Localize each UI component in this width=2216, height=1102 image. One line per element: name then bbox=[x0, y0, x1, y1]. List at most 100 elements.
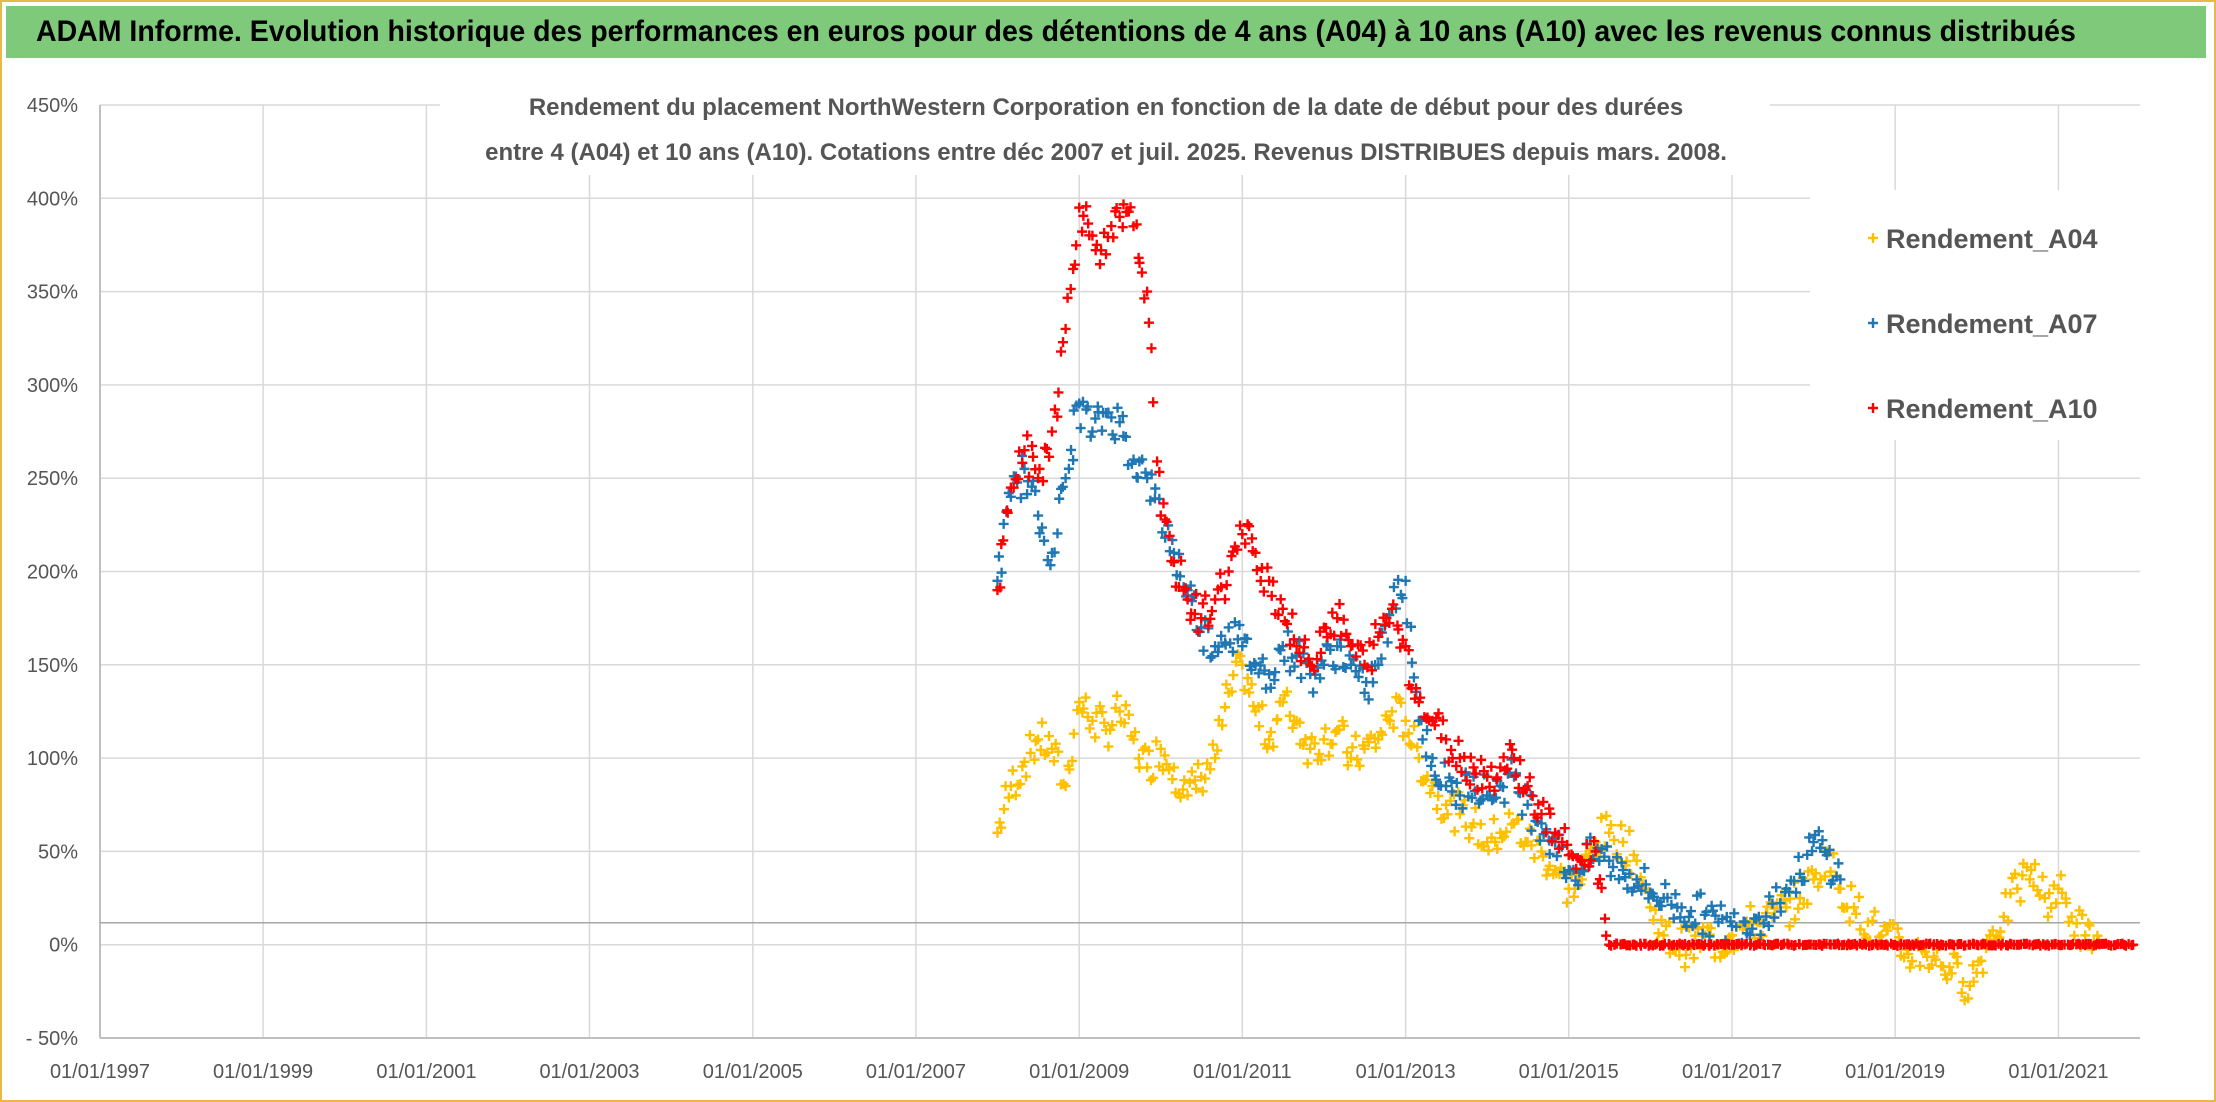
data-point bbox=[1244, 521, 1255, 532]
data-point bbox=[1758, 918, 1769, 929]
data-point bbox=[1594, 874, 1605, 885]
data-point bbox=[2003, 915, 2014, 926]
data-point bbox=[1526, 825, 1537, 836]
data-point bbox=[1128, 734, 1139, 745]
data-point bbox=[1277, 641, 1288, 652]
data-point bbox=[1370, 742, 1381, 753]
data-point bbox=[1451, 760, 1462, 771]
data-point bbox=[1544, 860, 1555, 871]
data-point bbox=[1022, 430, 1033, 441]
data-point bbox=[1242, 673, 1253, 684]
data-point bbox=[1015, 778, 1026, 789]
data-point bbox=[1182, 790, 1193, 801]
data-point bbox=[1282, 618, 1293, 629]
data-point bbox=[1559, 867, 1570, 878]
data-point bbox=[1023, 471, 1034, 482]
data-point bbox=[1721, 947, 1732, 958]
data-point bbox=[1242, 519, 1253, 530]
data-point bbox=[1688, 953, 1699, 964]
data-point bbox=[1725, 916, 1736, 927]
data-point bbox=[1350, 666, 1361, 677]
data-point bbox=[1247, 533, 1258, 544]
data-point bbox=[1114, 706, 1125, 717]
data-point bbox=[1524, 823, 1535, 834]
data-point bbox=[1232, 544, 1243, 555]
data-point bbox=[1270, 667, 1281, 678]
data-point bbox=[1128, 454, 1139, 465]
data-point bbox=[1605, 820, 1616, 831]
data-point bbox=[1082, 401, 1093, 412]
data-point bbox=[1216, 582, 1227, 593]
data-point bbox=[1131, 219, 1142, 230]
data-point bbox=[1807, 846, 1818, 857]
data-point bbox=[1155, 743, 1166, 754]
data-point bbox=[1995, 926, 2006, 937]
data-point bbox=[1561, 897, 1572, 908]
data-point bbox=[1476, 754, 1487, 765]
data-point bbox=[1077, 396, 1088, 407]
data-point bbox=[1037, 717, 1048, 728]
data-point bbox=[1442, 809, 1453, 820]
data-point bbox=[2032, 885, 2043, 896]
data-point bbox=[1321, 622, 1332, 633]
data-point bbox=[1010, 790, 1021, 801]
chart-title-line-2: entre 4 (A04) et 10 ans (A10). Cotations… bbox=[485, 139, 1727, 166]
data-point bbox=[1019, 756, 1030, 767]
data-point bbox=[1210, 753, 1221, 764]
data-point bbox=[1220, 594, 1230, 605]
data-point bbox=[1305, 743, 1316, 754]
data-point bbox=[1114, 211, 1125, 222]
data-point bbox=[1769, 903, 1780, 914]
data-point bbox=[2084, 920, 2095, 931]
data-point bbox=[1613, 874, 1624, 885]
data-point bbox=[1415, 692, 1426, 703]
data-point bbox=[1367, 677, 1378, 688]
data-point bbox=[1244, 687, 1255, 698]
data-point bbox=[1146, 469, 1157, 480]
data-point bbox=[1400, 575, 1411, 586]
data-point bbox=[1277, 603, 1288, 614]
data-point bbox=[1502, 763, 1513, 774]
data-point bbox=[1003, 792, 1014, 803]
data-point bbox=[1559, 823, 1570, 834]
y-tick-label: 200% bbox=[27, 562, 78, 584]
data-point bbox=[1273, 609, 1284, 620]
data-point bbox=[1125, 202, 1136, 213]
data-point bbox=[1400, 715, 1411, 726]
data-point bbox=[1090, 732, 1101, 743]
data-point bbox=[1354, 760, 1365, 771]
data-point bbox=[1074, 202, 1085, 213]
data-point bbox=[1067, 755, 1078, 766]
data-point bbox=[1005, 491, 1016, 502]
data-point bbox=[1952, 958, 1963, 969]
data-point bbox=[1246, 664, 1257, 675]
data-point bbox=[1968, 960, 1979, 971]
data-point bbox=[1855, 924, 1866, 935]
data-point bbox=[1453, 735, 1464, 746]
chart-title: Rendement du placement NorthWestern Corp… bbox=[440, 80, 1770, 175]
data-point bbox=[1039, 535, 1050, 546]
data-point bbox=[1335, 641, 1346, 652]
data-point bbox=[1395, 697, 1406, 708]
data-point bbox=[2063, 916, 2074, 927]
x-tick-label: 01/01/2017 bbox=[1682, 1061, 1782, 1083]
legend-label: Rendement_A04 bbox=[1886, 224, 2098, 254]
data-point bbox=[1046, 426, 1057, 437]
data-point bbox=[1968, 976, 1979, 987]
data-point bbox=[1117, 222, 1128, 233]
data-point bbox=[1287, 722, 1298, 733]
data-point bbox=[1384, 618, 1395, 629]
data-point bbox=[1849, 902, 1860, 913]
data-point bbox=[1231, 656, 1242, 667]
data-point bbox=[1449, 826, 1460, 837]
data-point bbox=[1944, 962, 1955, 973]
data-point bbox=[1409, 721, 1420, 732]
data-point bbox=[1137, 454, 1148, 465]
data-point bbox=[1719, 948, 1730, 959]
data-point bbox=[1264, 734, 1275, 745]
data-point bbox=[1176, 555, 1187, 566]
data-point bbox=[1536, 846, 1547, 857]
data-point bbox=[1175, 792, 1186, 803]
x-axis: 01/01/1997 01/01/1999 01/01/2001 01/01/2003… bbox=[50, 1061, 2109, 1083]
